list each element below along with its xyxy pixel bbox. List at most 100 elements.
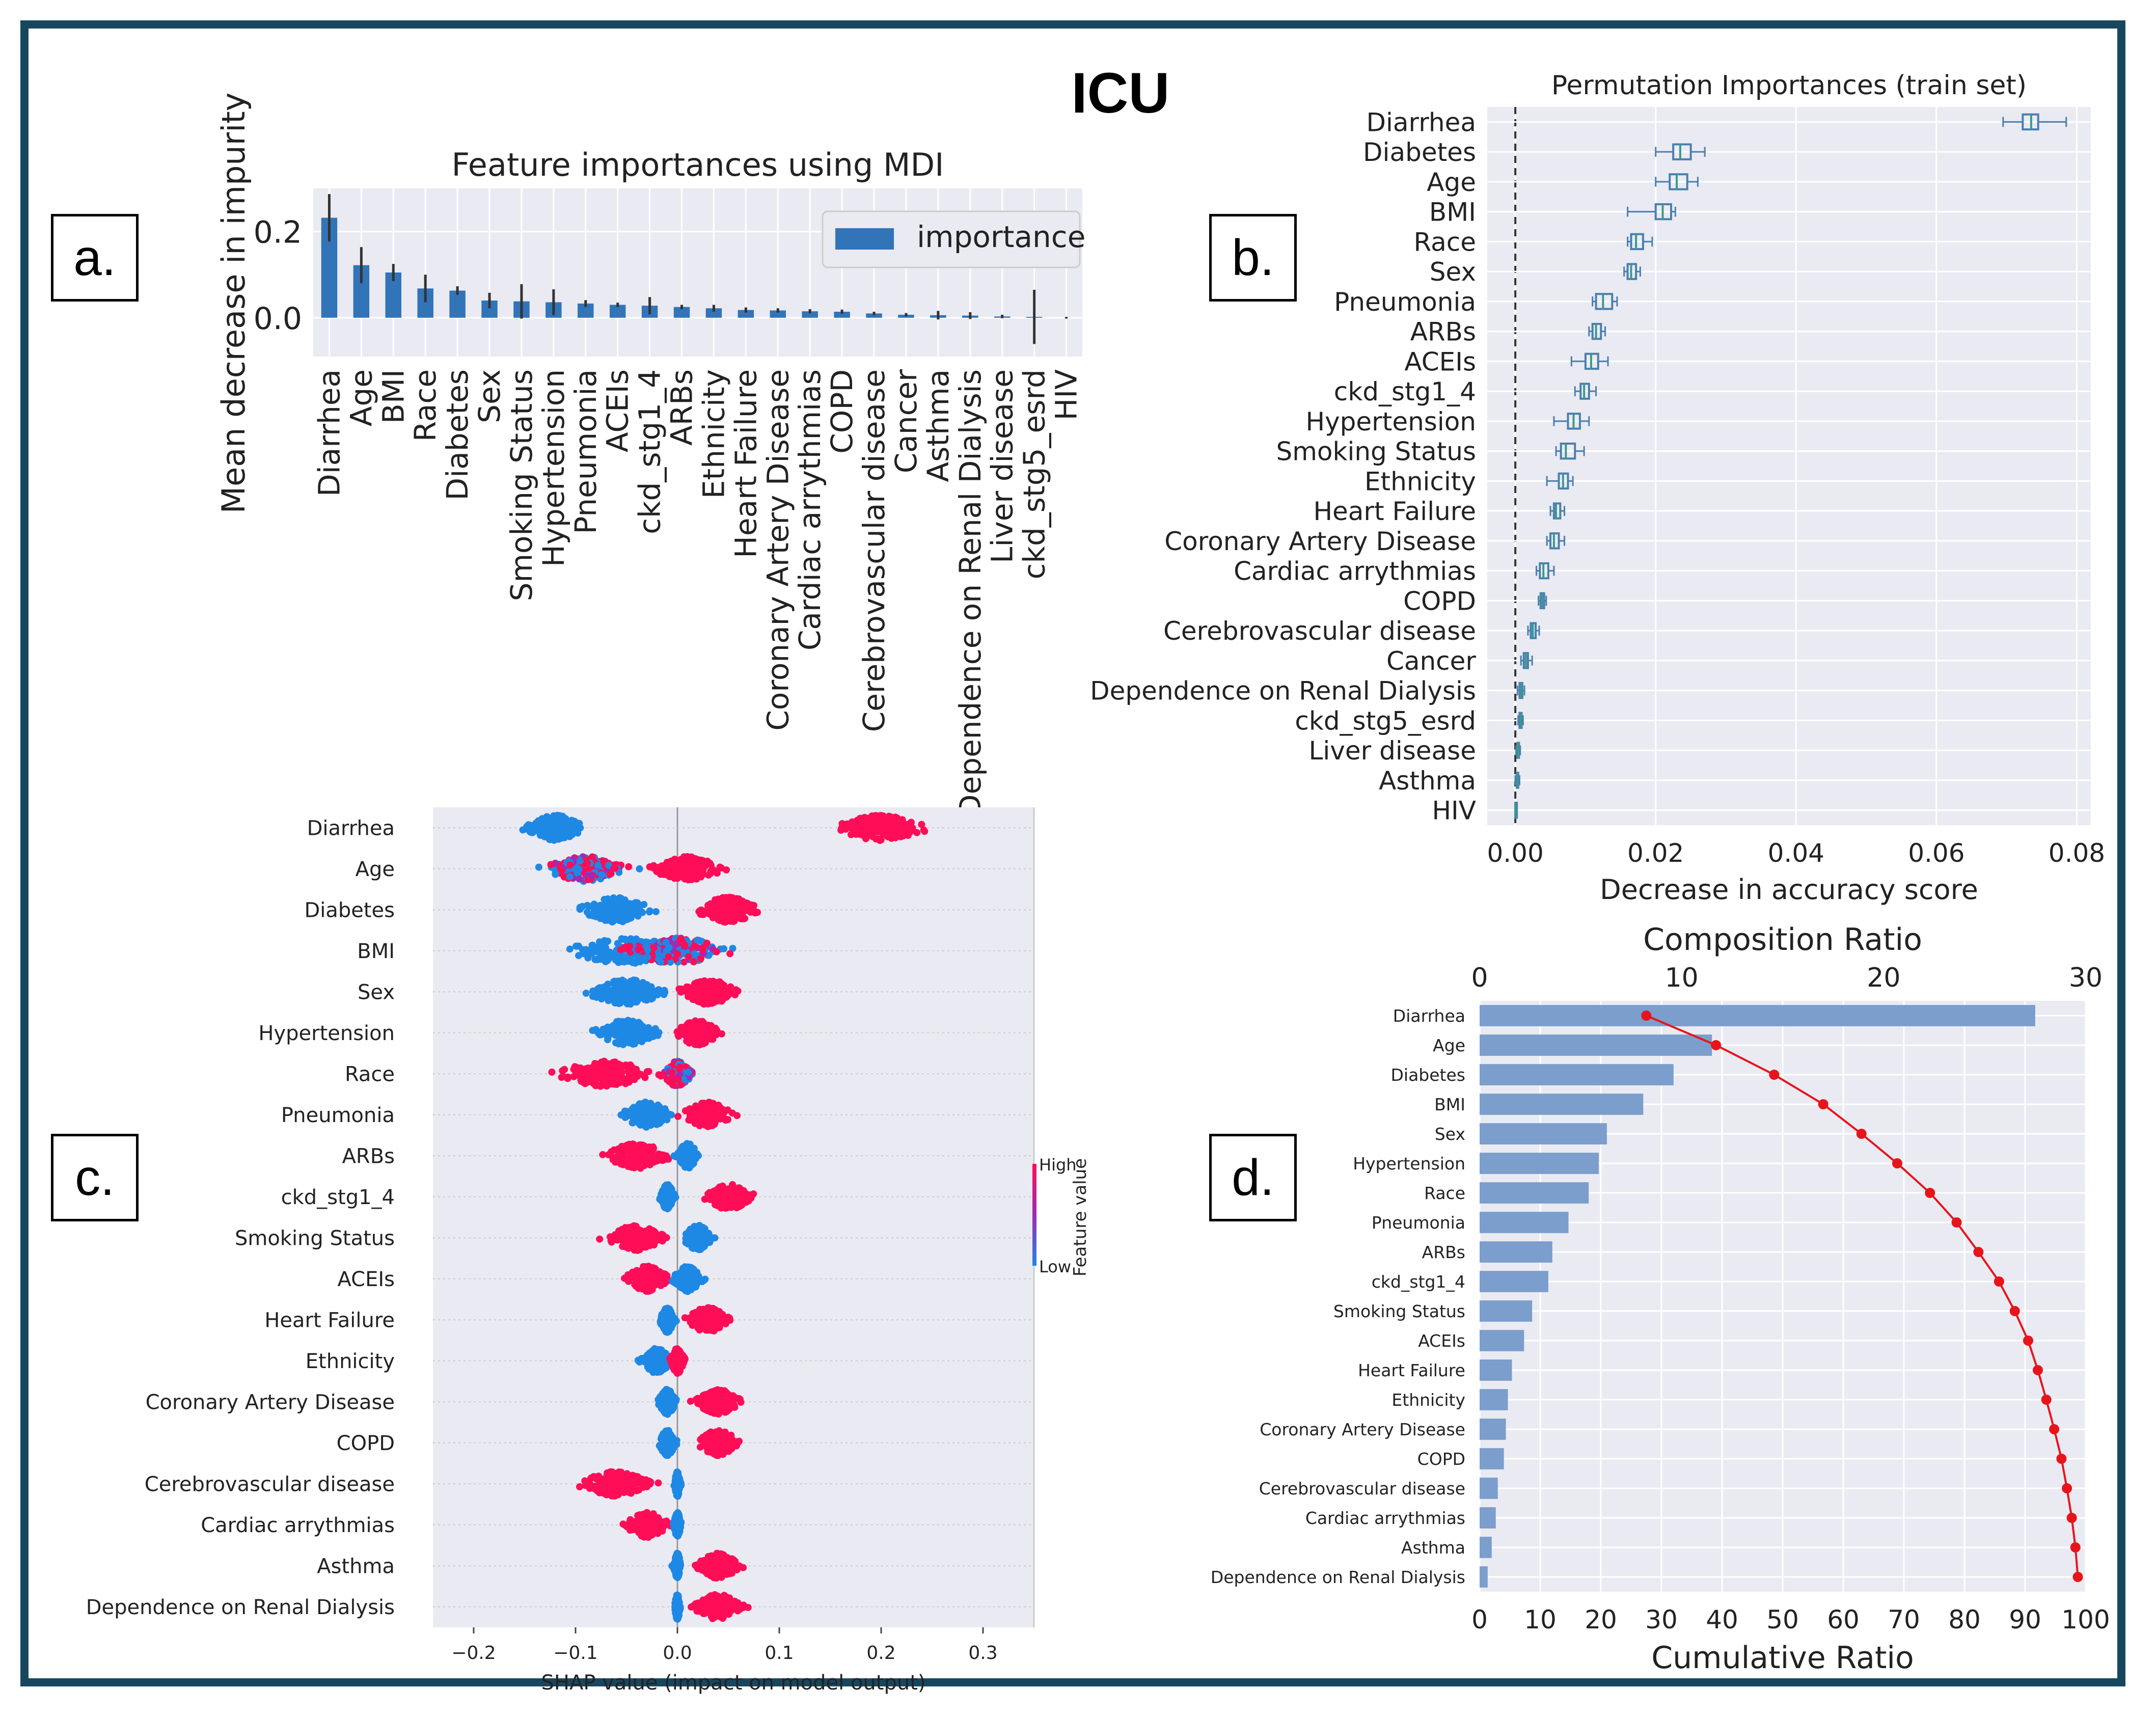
chart-c-point bbox=[646, 908, 653, 916]
chart-c-point bbox=[603, 1081, 610, 1089]
chart-c-point bbox=[726, 1200, 733, 1208]
chart-c-point bbox=[589, 941, 596, 949]
chart-c-point bbox=[726, 950, 734, 958]
chart-b-ytick-label: Race bbox=[1413, 227, 1476, 257]
chart-b-ytick-label: Liver disease bbox=[1309, 736, 1476, 766]
chart-c-point bbox=[640, 901, 648, 908]
chart-c-point bbox=[861, 815, 869, 823]
chart-b-ytick-label: Smoking Status bbox=[1276, 437, 1476, 467]
chart-c-point bbox=[674, 950, 681, 958]
chart-a-xtick-label: ARBs bbox=[665, 369, 699, 446]
chart-c-point bbox=[719, 894, 727, 902]
chart-a-xtick-label: ACEIs bbox=[601, 369, 635, 452]
chart-c-point bbox=[624, 903, 632, 910]
chart-c-point bbox=[625, 863, 633, 870]
chart-c-point bbox=[576, 906, 584, 913]
chart-c-point bbox=[662, 861, 670, 868]
chart-c-point bbox=[605, 1031, 613, 1039]
chart-b-xtick-label: 0.02 bbox=[1627, 838, 1684, 868]
chart-c-point bbox=[652, 908, 660, 915]
chart-a-xtick-label: Diarrhea bbox=[312, 369, 346, 497]
chart-c-point bbox=[848, 824, 855, 832]
chart-c-point bbox=[609, 1234, 617, 1242]
chart-c-point bbox=[606, 870, 614, 878]
chart-c-point bbox=[552, 870, 559, 878]
chart-c-ytick-label: Race bbox=[345, 1062, 395, 1086]
chart-a-xtick-label: Smoking Status bbox=[504, 369, 539, 601]
chart-c-point bbox=[650, 990, 658, 997]
chart-c-point bbox=[694, 997, 701, 1005]
chart-b-ytick-label: Age bbox=[1427, 168, 1476, 197]
chart-c-point bbox=[697, 955, 704, 962]
chart-c-point bbox=[694, 859, 701, 867]
chart-c-point bbox=[722, 1115, 730, 1123]
chart-c-point bbox=[609, 1155, 617, 1162]
chart-c-point bbox=[592, 909, 599, 916]
chart-c-point bbox=[620, 1035, 628, 1043]
chart-c-point bbox=[660, 1366, 667, 1373]
chart-c-point bbox=[683, 1037, 691, 1045]
chart-c-point bbox=[594, 1060, 602, 1068]
chart-c-point bbox=[654, 1101, 662, 1109]
chart-c-point bbox=[866, 830, 874, 837]
chart-c-point bbox=[673, 875, 681, 882]
chart-c-point bbox=[617, 996, 625, 1003]
chart-a-bar bbox=[673, 307, 690, 318]
chart-c-point bbox=[713, 1322, 721, 1329]
chart-c-point bbox=[607, 992, 615, 999]
chart-a-xtick-label: Pneumonia bbox=[568, 369, 603, 534]
chart-a-bar bbox=[802, 311, 818, 318]
chart-c-point bbox=[660, 1152, 667, 1160]
chart-c-point bbox=[593, 948, 601, 956]
chart-c-point bbox=[627, 1152, 635, 1159]
chart-c-point bbox=[630, 936, 638, 944]
chart-c-point bbox=[920, 826, 927, 834]
chart-b-ytick-label: Diabetes bbox=[1363, 138, 1476, 167]
chart-c-point bbox=[662, 1113, 669, 1121]
chart-c-point bbox=[877, 835, 884, 843]
chart-c-point bbox=[582, 990, 590, 997]
chart-a-xtick-label: Diabetes bbox=[440, 369, 475, 500]
chart-c-point bbox=[566, 945, 574, 953]
chart-c-ytick-label: Pneumonia bbox=[281, 1104, 395, 1127]
chart-c-point bbox=[706, 859, 714, 867]
chart-c-point bbox=[592, 1026, 599, 1033]
chart-c-point bbox=[687, 1111, 694, 1119]
chart-c-point bbox=[647, 1144, 654, 1152]
chart-c-point bbox=[682, 1162, 690, 1170]
chart-c-point bbox=[630, 976, 638, 984]
chart-a-xtick-label: Dependence on Renal Dialysis bbox=[953, 369, 988, 817]
chart-c-point bbox=[566, 861, 574, 869]
chart-c-point bbox=[746, 907, 753, 914]
chart-c-point bbox=[859, 831, 866, 839]
chart-c-point bbox=[653, 1157, 661, 1165]
chart-c-point bbox=[603, 982, 610, 990]
chart-c-point bbox=[726, 1193, 734, 1201]
chart-c-point bbox=[611, 1058, 619, 1066]
chart-c-point bbox=[729, 945, 736, 952]
chart-c-point bbox=[653, 1267, 661, 1275]
chart-c-point bbox=[736, 913, 744, 920]
chart-c-point bbox=[646, 1161, 654, 1168]
chart-c-point bbox=[703, 939, 711, 947]
chart-c-point bbox=[637, 1025, 645, 1032]
chart-c-point bbox=[643, 1123, 650, 1131]
chart-c-point bbox=[643, 1068, 651, 1076]
chart-c-point bbox=[694, 1324, 702, 1332]
chart-c-point bbox=[604, 957, 611, 965]
chart-c-point bbox=[675, 985, 683, 993]
chart-c-point bbox=[636, 1101, 643, 1109]
chart-a-ylabel: Mean decrease in impurity bbox=[215, 93, 252, 514]
chart-c-point bbox=[689, 1156, 696, 1163]
panel-label-d: d. bbox=[1209, 1134, 1297, 1221]
chart-c-point bbox=[615, 1040, 622, 1048]
chart-c-point bbox=[535, 826, 543, 834]
chart-c-point bbox=[693, 1104, 701, 1111]
chart-c-point bbox=[530, 824, 537, 832]
chart-c-point bbox=[645, 1024, 652, 1031]
chart-c-ytick-label: Age bbox=[356, 858, 395, 881]
chart-c-point bbox=[602, 948, 610, 956]
chart-c-point bbox=[622, 985, 630, 993]
chart-c-point bbox=[633, 1072, 641, 1080]
chart-c-point bbox=[624, 1163, 632, 1170]
